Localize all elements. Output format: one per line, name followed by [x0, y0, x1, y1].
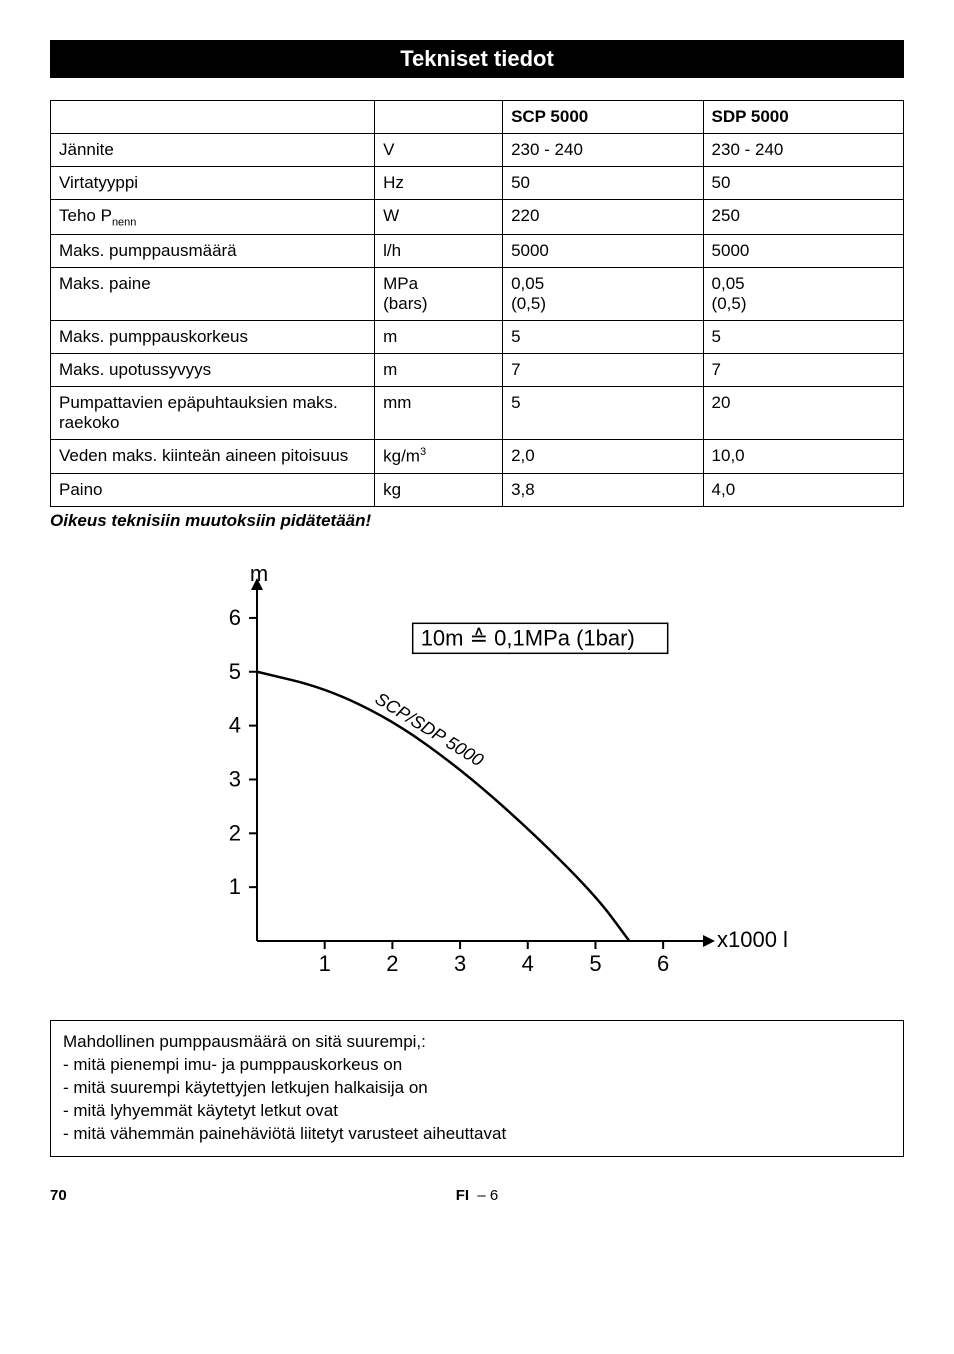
table-row: Maks. pumppauskorkeusm55 [51, 321, 904, 354]
spec-sdp: 250 [703, 200, 903, 235]
spec-sdp: 5000 [703, 235, 903, 268]
pump-curve-chart: 123456123456mx1000 l/h10m ≙ 0,1MPa (1bar… [50, 561, 904, 996]
spec-sdp: 230 - 240 [703, 134, 903, 167]
spec-unit: mm [375, 387, 503, 440]
spec-scp: 230 - 240 [503, 134, 703, 167]
spec-label: Maks. paine [51, 268, 375, 321]
spec-sdp: 20 [703, 387, 903, 440]
info-item: - mitä pienempi imu- ja pumppauskorkeus … [63, 1054, 891, 1077]
table-row: Painokg3,84,0 [51, 474, 904, 507]
spec-label: Maks. pumppausmäärä [51, 235, 375, 268]
spec-sdp: 50 [703, 167, 903, 200]
spec-sdp: 10,0 [703, 440, 903, 474]
footnote: Oikeus teknisiin muutoksiin pidätetään! [50, 511, 904, 531]
spec-scp: 5000 [503, 235, 703, 268]
table-header-row: SCP 5000 SDP 5000 [51, 101, 904, 134]
table-row: Teho PnennW220250 [51, 200, 904, 235]
header-scp: SCP 5000 [503, 101, 703, 134]
spec-label: Paino [51, 474, 375, 507]
info-item: - mitä suurempi käytettyjen letkujen hal… [63, 1077, 891, 1100]
svg-text:2: 2 [386, 951, 398, 976]
spec-sdp: 4,0 [703, 474, 903, 507]
table-row: Pumpattavien epäpuhtauksien maks. raekok… [51, 387, 904, 440]
svg-text:m: m [250, 561, 268, 586]
spec-label: Teho Pnenn [51, 200, 375, 235]
svg-text:5: 5 [589, 951, 601, 976]
table-row: Veden maks. kiinteän aineen pitoisuuskg/… [51, 440, 904, 474]
spec-label: Pumpattavien epäpuhtauksien maks. raekok… [51, 387, 375, 440]
spec-scp: 2,0 [503, 440, 703, 474]
svg-text:3: 3 [229, 767, 241, 792]
spec-scp: 220 [503, 200, 703, 235]
spec-label: Veden maks. kiinteän aineen pitoisuus [51, 440, 375, 474]
table-row: JänniteV230 - 240230 - 240 [51, 134, 904, 167]
section-num: – 6 [477, 1187, 498, 1204]
spec-scp: 5 [503, 321, 703, 354]
table-row: VirtatyyppiHz5050 [51, 167, 904, 200]
table-row: Maks. paineMPa(bars)0,05(0,5)0,05(0,5) [51, 268, 904, 321]
spec-unit: W [375, 200, 503, 235]
spec-unit: m [375, 321, 503, 354]
spec-unit: kg/m3 [375, 440, 503, 474]
spec-scp: 50 [503, 167, 703, 200]
svg-text:SCP/SDP 5000: SCP/SDP 5000 [372, 688, 487, 770]
svg-text:6: 6 [229, 605, 241, 630]
svg-text:5: 5 [229, 659, 241, 684]
spec-label: Maks. upotussyvyys [51, 354, 375, 387]
svg-text:2: 2 [229, 820, 241, 845]
svg-text:4: 4 [229, 713, 241, 738]
svg-text:x1000 l/h: x1000 l/h [717, 927, 787, 952]
info-item: - mitä vähemmän painehäviötä liitetyt va… [63, 1123, 891, 1146]
info-item: - mitä lyhyemmät käytetyt letkut ovat [63, 1100, 891, 1123]
svg-text:1: 1 [229, 874, 241, 899]
svg-text:6: 6 [657, 951, 669, 976]
spec-unit: Hz [375, 167, 503, 200]
section-title: Tekniset tiedot [50, 40, 904, 78]
spec-scp: 0,05(0,5) [503, 268, 703, 321]
spec-sdp: 5 [703, 321, 903, 354]
svg-text:3: 3 [454, 951, 466, 976]
spec-scp: 3,8 [503, 474, 703, 507]
header-empty1 [51, 101, 375, 134]
spec-unit: MPa(bars) [375, 268, 503, 321]
spec-label: Maks. pumppauskorkeus [51, 321, 375, 354]
spec-unit: l/h [375, 235, 503, 268]
svg-text:4: 4 [522, 951, 534, 976]
table-row: Maks. pumppausmääräl/h50005000 [51, 235, 904, 268]
spec-table: SCP 5000 SDP 5000 JänniteV230 - 240230 -… [50, 100, 904, 507]
page-lang: FI – 6 [456, 1187, 499, 1204]
svg-text:1: 1 [319, 951, 331, 976]
header-empty2 [375, 101, 503, 134]
spec-unit: V [375, 134, 503, 167]
info-box: Mahdollinen pumppausmäärä on sitä suurem… [50, 1020, 904, 1157]
info-heading: Mahdollinen pumppausmäärä on sitä suurem… [63, 1031, 891, 1054]
spec-unit: kg [375, 474, 503, 507]
spec-scp: 5 [503, 387, 703, 440]
spec-label: Jännite [51, 134, 375, 167]
spec-sdp: 0,05(0,5) [703, 268, 903, 321]
page-footer: 70 FI – 6 [50, 1187, 904, 1204]
page-number: 70 [50, 1187, 67, 1204]
spec-scp: 7 [503, 354, 703, 387]
lang-code: FI [456, 1187, 469, 1204]
header-sdp: SDP 5000 [703, 101, 903, 134]
spec-sdp: 7 [703, 354, 903, 387]
svg-text:10m ≙ 0,1MPa (1bar): 10m ≙ 0,1MPa (1bar) [421, 625, 635, 650]
spec-label: Virtatyyppi [51, 167, 375, 200]
table-row: Maks. upotussyvyysm77 [51, 354, 904, 387]
spec-unit: m [375, 354, 503, 387]
